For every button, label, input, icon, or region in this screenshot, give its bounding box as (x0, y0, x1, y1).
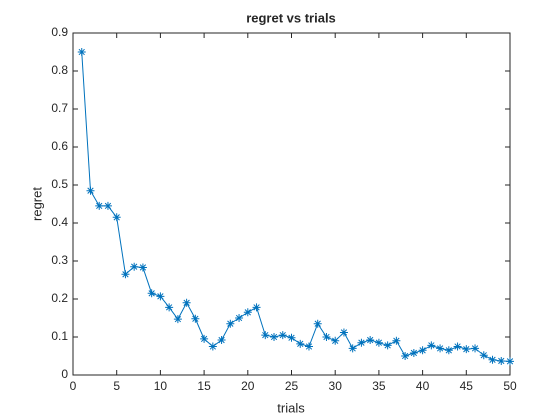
data-marker (304, 342, 313, 351)
x-tick-label: 5 (113, 379, 120, 393)
data-line (81, 51, 511, 362)
y-tick-label: 0.1 (51, 329, 68, 343)
data-marker (348, 344, 357, 353)
x-tick-label: 50 (503, 379, 517, 393)
data-marker (270, 333, 279, 341)
chart-title: regret vs trials (246, 10, 336, 25)
data-marker (208, 342, 217, 351)
data-marker (409, 348, 418, 357)
data-marker (86, 186, 95, 195)
y-tick-label: 0.8 (51, 63, 68, 77)
data-marker (138, 263, 147, 272)
data-marker (479, 351, 488, 360)
y-tick-label: 0.4 (51, 215, 68, 229)
data-marker (471, 344, 480, 353)
data-marker (278, 331, 287, 340)
x-tick-label: 15 (197, 379, 211, 393)
x-axis-label: trials (277, 400, 305, 415)
x-tick-label: 40 (416, 379, 430, 393)
x-tick-label: 45 (460, 379, 474, 393)
data-marker (401, 352, 410, 360)
data-marker (392, 336, 401, 345)
data-marker (453, 342, 462, 351)
data-marker (156, 292, 165, 301)
x-tick-label: 35 (372, 379, 386, 393)
data-marker (296, 339, 305, 348)
data-marker (130, 262, 139, 271)
data-marker (200, 334, 209, 343)
data-marker (182, 298, 191, 307)
data-marker (488, 355, 497, 364)
y-axis-label: regret (29, 187, 44, 221)
data-marker (217, 336, 226, 345)
data-marker (313, 319, 322, 328)
y-tick-label: 0.6 (51, 139, 68, 153)
data-marker (191, 314, 200, 323)
data-marker (427, 341, 436, 350)
data-marker (95, 201, 104, 210)
y-tick-label: 0.3 (51, 253, 68, 267)
data-marker (226, 319, 235, 328)
data-marker (103, 201, 112, 210)
x-tick-label: 0 (70, 379, 77, 393)
data-marker (374, 338, 383, 347)
data-marker (243, 308, 252, 317)
data-marker (77, 48, 86, 56)
data-marker (444, 346, 453, 355)
data-marker (331, 336, 340, 345)
data-marker (165, 303, 174, 312)
y-tick-label: 0 (61, 367, 68, 381)
y-tick-label: 0.9 (51, 25, 68, 39)
x-tick-label: 10 (154, 379, 168, 393)
data-marker (383, 341, 392, 350)
data-marker (252, 303, 261, 312)
data-marker (261, 331, 270, 340)
data-marker (112, 213, 121, 222)
y-tick-label: 0.2 (51, 291, 68, 305)
data-marker (147, 289, 156, 298)
data-marker (121, 270, 130, 279)
x-tick-label: 25 (285, 379, 299, 393)
data-marker (366, 336, 375, 345)
x-tick-label: 20 (241, 379, 255, 393)
data-marker (436, 344, 445, 353)
data-marker (497, 356, 506, 365)
data-marker (462, 345, 471, 354)
data-marker (339, 328, 348, 337)
y-tick-label: 0.5 (51, 177, 68, 191)
data-marker (235, 314, 244, 322)
data-marker (287, 333, 296, 342)
data-marker (173, 315, 182, 324)
data-marker (418, 346, 427, 355)
data-marker (506, 357, 514, 366)
data-marker (322, 333, 331, 341)
x-tick-label: 30 (329, 379, 343, 393)
y-tick-label: 0.7 (51, 101, 68, 115)
data-marker (357, 338, 366, 347)
